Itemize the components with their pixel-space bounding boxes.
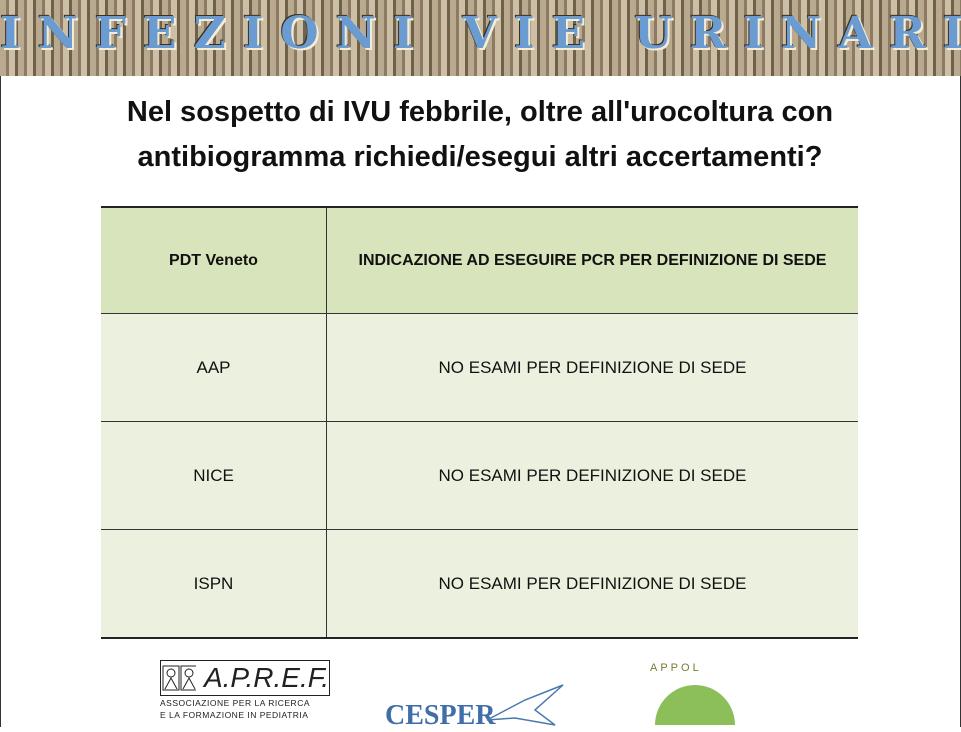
header-cell: INDICAZIONE AD ESEGUIRE PCR PER DEFINIZI…	[326, 206, 858, 314]
row: NICE NO ESAMI PER DEFINIZIONE DI SEDE	[101, 421, 858, 530]
cell: NO ESAMI PER DEFINIZIONE DI SEDE	[326, 421, 858, 530]
appol-logo: APPOL	[650, 662, 702, 674]
slide-title: Nel sospetto di IVU febbrile, oltre all'…	[126, 96, 834, 173]
apref-logo: A.P.R.E.F. ASSOCIAZIONE PER LA RICERCA E…	[160, 660, 330, 720]
cell: AAP	[101, 313, 327, 422]
row: AAP NO ESAMI PER DEFINIZIONE DI SEDE	[101, 313, 858, 422]
cesper-logo: CESPER	[385, 700, 496, 731]
header-row: PDT Veneto INDICAZIONE AD ESEGUIRE PCR P…	[101, 206, 858, 314]
banner-title: INFEZIONI VIE URINARIE	[0, 8, 961, 59]
cell: NICE	[101, 421, 327, 530]
cell: NO ESAMI PER DEFINIZIONE DI SEDE	[326, 529, 858, 639]
apref-box: A.P.R.E.F.	[160, 660, 330, 696]
apref-subtitle: E LA FORMAZIONE IN PEDIATRIA	[160, 710, 309, 720]
header-cell: PDT Veneto	[101, 206, 327, 314]
table: PDT Veneto INDICAZIONE AD ESEGUIRE PCR P…	[101, 206, 858, 639]
cesper-bird	[486, 684, 564, 726]
apref-icon	[162, 665, 196, 691]
apref-subtitle: ASSOCIAZIONE PER LA RICERCA	[160, 698, 311, 708]
banner: INFEZIONI VIE URINARIE	[0, 0, 961, 76]
apref-name: A.P.R.E.F.	[203, 662, 329, 693]
cell: NO ESAMI PER DEFINIZIONE DI SEDE	[326, 313, 858, 422]
row: ISPN NO ESAMI PER DEFINIZIONE DI SEDE	[101, 529, 858, 639]
cell: ISPN	[101, 529, 327, 639]
